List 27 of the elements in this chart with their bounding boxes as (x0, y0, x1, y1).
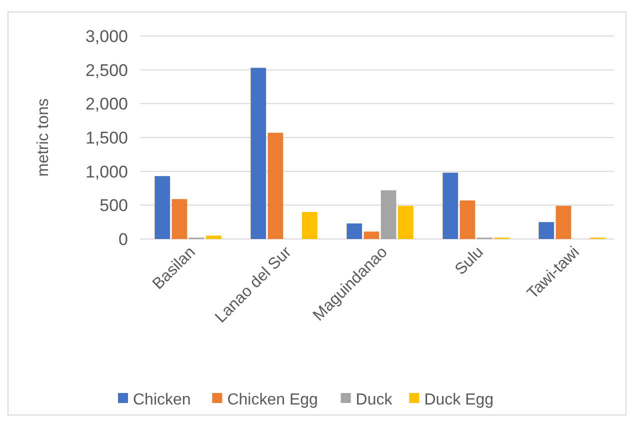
x-tick-label: Sulu (452, 244, 487, 278)
legend-label: Duck (356, 392, 394, 409)
bar (364, 232, 380, 239)
y-axis-title: metric tons (35, 98, 52, 177)
legend-label: Chicken Egg (227, 392, 318, 409)
bar (556, 206, 572, 239)
y-tick-label: 1,500 (85, 128, 128, 148)
y-tick-label: 500 (100, 196, 128, 216)
bar (346, 223, 362, 239)
y-tick-label: 1,000 (85, 162, 128, 182)
bar (398, 206, 414, 239)
bar (154, 176, 170, 239)
bar (206, 236, 222, 239)
bar (380, 190, 396, 239)
legend-label: Duck Egg (424, 392, 494, 409)
y-tick-label: 2,000 (85, 94, 128, 114)
legend-label: Chicken (133, 392, 191, 409)
bar (250, 68, 266, 239)
bar (172, 199, 188, 239)
bar (538, 222, 554, 239)
y-tick-label: 0 (118, 230, 128, 249)
y-tick-label: 3,000 (85, 26, 128, 46)
y-tick-label: 2,500 (85, 60, 128, 80)
bar (460, 200, 476, 239)
bar (442, 172, 458, 239)
bar (302, 212, 318, 239)
bar (268, 132, 284, 239)
